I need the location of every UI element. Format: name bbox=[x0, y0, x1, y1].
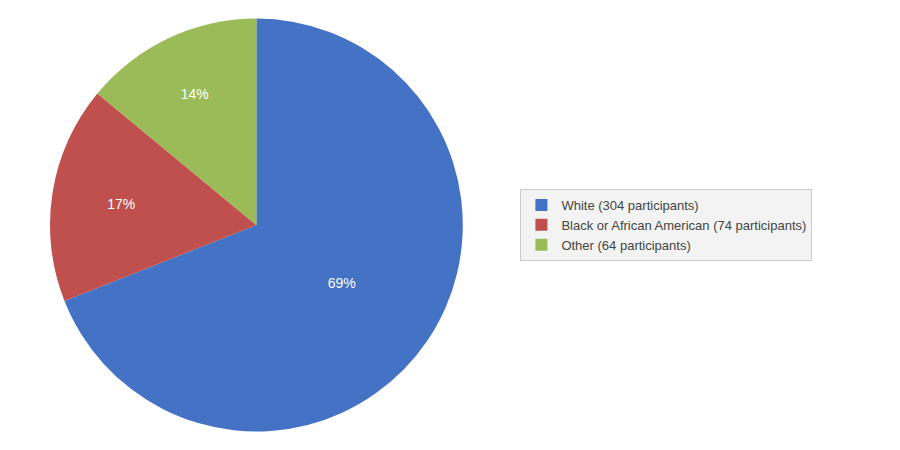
svg-text:White (304 participants): White (304 participants) bbox=[561, 198, 698, 213]
svg-text:69%: 69% bbox=[328, 275, 356, 291]
svg-text:Other (64 participants): Other (64 participants) bbox=[561, 238, 690, 253]
svg-text:14%: 14% bbox=[181, 86, 209, 102]
svg-text:17%: 17% bbox=[107, 196, 135, 212]
svg-text:Black or African American (74: Black or African American (74 participan… bbox=[561, 218, 806, 233]
